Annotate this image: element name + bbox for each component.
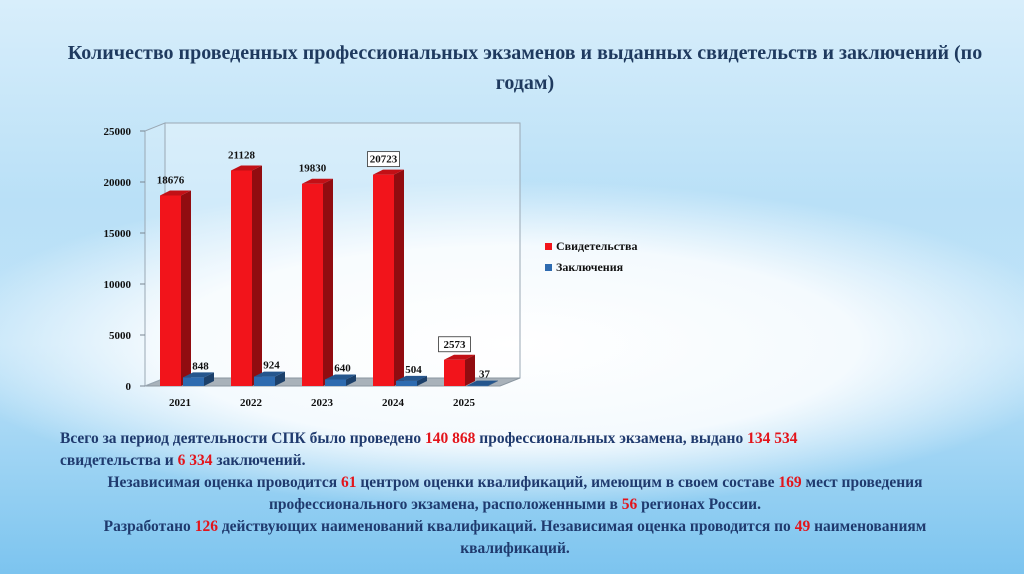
bar-side <box>181 190 191 386</box>
summary-text-part: Всего за период деятельности СПК было пр… <box>60 430 426 447</box>
bar-conclusions <box>254 376 275 386</box>
data-label: 848 <box>192 360 209 372</box>
summary-paragraph-3: Разработано 126 действующих наименований… <box>50 516 980 560</box>
summary-text-part: действующих наименований квалификаций. Н… <box>217 518 795 535</box>
legend-swatch <box>545 264 552 271</box>
data-label: 504 <box>405 364 422 376</box>
summary-text-part: центром оценки квалификаций, имеющим в с… <box>356 474 779 491</box>
data-label: 19830 <box>299 163 327 175</box>
y-tick-label: 10000 <box>104 279 132 291</box>
data-label-box <box>367 151 400 168</box>
bar-conclusions <box>396 380 417 386</box>
bar-side <box>204 372 214 386</box>
bar-conclusions <box>325 379 346 386</box>
bar-side <box>465 354 475 386</box>
summary-text: Всего за период деятельности СПК было пр… <box>50 428 980 560</box>
bar-top <box>467 380 498 386</box>
bar-top <box>231 165 262 171</box>
x-tick-label: 2024 <box>382 397 405 409</box>
summary-text-part: профессиональных экзамена, выдано <box>475 430 748 447</box>
data-label: 37 <box>479 369 491 381</box>
data-label: 20723 <box>370 154 398 166</box>
bar-top <box>373 169 404 175</box>
data-label-box <box>438 336 471 353</box>
summary-text-part: заключений. <box>212 452 306 469</box>
bar-top <box>396 375 427 381</box>
summary-text-part: Разработано <box>103 518 195 535</box>
assessed-qualifications-number: 49 <box>794 518 811 535</box>
bar-certificates <box>160 195 181 386</box>
x-tick-label: 2023 <box>311 397 334 409</box>
bar-top <box>325 374 356 380</box>
qualifications-number: 126 <box>194 518 218 535</box>
bar-side <box>417 375 427 386</box>
bar-chart: 0 5000 10000 15000 20000 25000 18676 848 2021 211… <box>104 122 637 409</box>
y-tick-label: 15000 <box>104 228 132 240</box>
bar-top <box>444 354 475 360</box>
total-conclusions-number: 6 334 <box>177 452 213 469</box>
bar-side <box>252 165 262 386</box>
centers-number: 61 <box>341 474 357 491</box>
bar-certificates <box>231 170 252 386</box>
bar-side <box>394 169 404 386</box>
summary-paragraph-1: Всего за период деятельности СПК было пр… <box>50 428 980 472</box>
legend-swatch <box>545 243 552 250</box>
x-tick-label: 2025 <box>453 397 476 409</box>
bar-top <box>302 178 333 184</box>
total-exams-number: 140 868 <box>425 430 476 447</box>
summary-text-part: свидетельства и <box>60 452 178 469</box>
data-label: 640 <box>334 362 351 374</box>
y-tick-label: 0 <box>126 381 132 393</box>
places-number: 169 <box>778 474 802 491</box>
x-tick-label: 2022 <box>240 397 263 409</box>
data-label: 18676 <box>157 175 185 187</box>
bar-side <box>346 374 356 386</box>
bar-certificates <box>302 183 323 386</box>
x-tick-label: 2021 <box>169 397 191 409</box>
bar-top <box>183 372 214 378</box>
bar-top <box>254 371 285 377</box>
summary-text-part: наименованиям квалификаций. <box>460 518 927 557</box>
legend-label: Свидетельства <box>556 239 637 253</box>
y-tick-label: 20000 <box>104 177 132 189</box>
regions-number: 56 <box>621 496 638 513</box>
y-tick-label: 5000 <box>109 330 132 342</box>
bar-certificates <box>373 174 394 386</box>
y-tick-label: 25000 <box>104 126 132 138</box>
bar-certificates <box>444 359 465 386</box>
bar-top <box>160 190 191 196</box>
summary-paragraph-2: Независимая оценка проводится 61 центром… <box>50 472 980 516</box>
bar-conclusions <box>467 385 488 387</box>
bar-conclusions <box>183 377 204 386</box>
slide-title: Количество проведенных профессиональных … <box>67 42 983 94</box>
data-label: 2573 <box>444 339 467 351</box>
legend-label: Заключения <box>556 260 624 274</box>
data-label: 21128 <box>228 149 255 161</box>
bar-side <box>275 371 285 386</box>
bar-side <box>488 380 498 386</box>
data-label: 924 <box>263 360 280 372</box>
summary-text-part: регионах России. <box>637 496 761 513</box>
total-certificates-number: 134 534 <box>747 430 798 447</box>
bar-side <box>323 178 333 386</box>
summary-text-part: мест проведения профессионального экзаме… <box>269 474 923 513</box>
summary-text-part: Независимая оценка проводится <box>107 474 341 491</box>
